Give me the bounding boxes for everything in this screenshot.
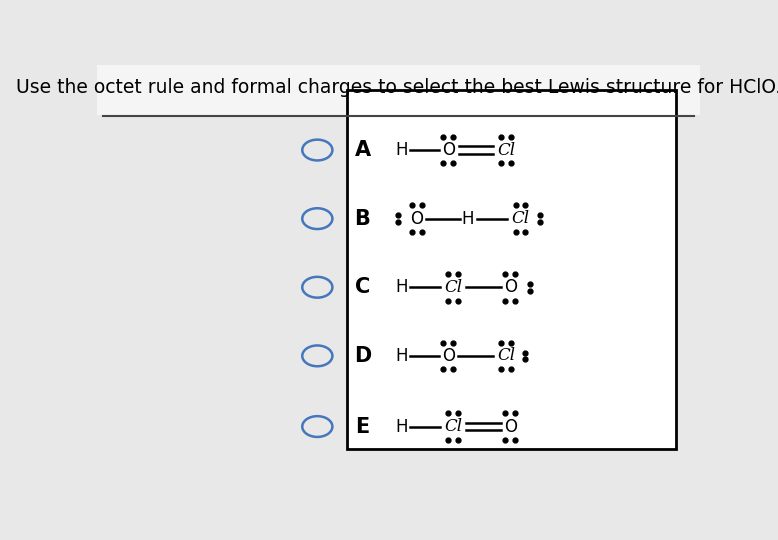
- Text: Cl: Cl: [511, 210, 530, 227]
- Text: A: A: [355, 140, 370, 160]
- FancyBboxPatch shape: [348, 90, 676, 449]
- Text: Cl: Cl: [444, 279, 462, 296]
- Text: O: O: [504, 417, 517, 436]
- Text: H: H: [395, 347, 408, 365]
- Text: D: D: [354, 346, 371, 366]
- Text: Cl: Cl: [497, 347, 515, 365]
- Text: Cl: Cl: [497, 141, 515, 159]
- FancyBboxPatch shape: [97, 65, 700, 114]
- Text: E: E: [356, 416, 370, 436]
- Text: H: H: [395, 417, 408, 436]
- Text: C: C: [355, 277, 370, 297]
- Text: O: O: [410, 210, 423, 228]
- Text: H: H: [395, 278, 408, 296]
- Text: O: O: [442, 141, 454, 159]
- Text: H: H: [462, 210, 475, 228]
- Text: H: H: [395, 141, 408, 159]
- Text: Cl: Cl: [444, 418, 462, 435]
- Text: B: B: [355, 208, 370, 228]
- Text: Use the octet rule and formal charges to select the best Lewis structure for HCl: Use the octet rule and formal charges to…: [16, 78, 778, 97]
- Text: O: O: [442, 347, 454, 365]
- Text: O: O: [504, 278, 517, 296]
